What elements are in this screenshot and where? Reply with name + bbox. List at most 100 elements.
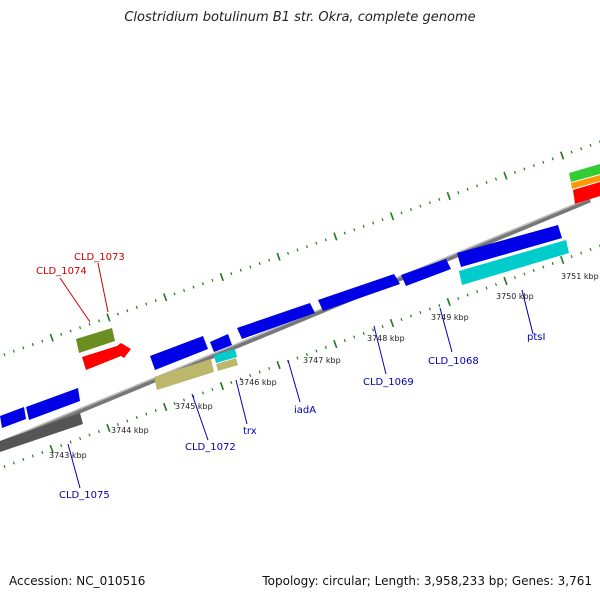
minor-tick [3, 465, 6, 468]
cds-blue[interactable] [0, 407, 26, 428]
minor-tick [88, 322, 91, 326]
cds-blue[interactable] [237, 303, 315, 339]
cds-green[interactable] [569, 164, 600, 182]
minor-tick [324, 238, 327, 242]
major-tick [219, 381, 225, 391]
minor-tick [485, 286, 488, 290]
minor-tick [589, 248, 592, 251]
minor-tick [135, 305, 138, 309]
minor-tick [211, 278, 214, 282]
minor-tick [476, 184, 479, 188]
minor-tick [79, 326, 82, 330]
minor-tick [570, 150, 573, 154]
major-tick [389, 212, 395, 221]
minor-tick [287, 251, 290, 255]
major-tick [163, 293, 168, 302]
cds-blue[interactable] [150, 336, 208, 370]
minor-tick [457, 296, 460, 301]
minor-tick [409, 208, 412, 211]
cds-khaki[interactable] [154, 359, 214, 390]
minor-tick [362, 331, 365, 336]
minor-tick [315, 349, 318, 353]
minor-tick [343, 231, 346, 235]
minor-tick [315, 241, 318, 245]
cds-red[interactable] [82, 343, 131, 370]
minor-tick [580, 251, 583, 255]
cds-blue[interactable] [210, 334, 232, 352]
minor-tick [428, 201, 431, 205]
major-tick [276, 252, 281, 261]
gene-label-trx[interactable]: trx [243, 426, 257, 437]
minor-tick [135, 415, 138, 420]
kbp-label: 3744 kbp [111, 426, 149, 435]
gene-label-cld-1074[interactable]: CLD_1074 [36, 266, 87, 277]
minor-tick [305, 245, 308, 249]
cds-blue[interactable] [401, 259, 451, 286]
minor-tick [154, 299, 157, 303]
minor-tick [239, 268, 242, 272]
genome-backbone [0, 197, 591, 447]
minor-tick [116, 312, 119, 316]
gene-label-iada[interactable]: iadA [294, 405, 316, 416]
minor-tick [69, 440, 72, 444]
cds-cyan[interactable] [214, 349, 237, 363]
minor-tick [211, 387, 214, 392]
minor-tick [494, 177, 498, 181]
minor-tick [381, 218, 384, 222]
minor-tick [154, 408, 157, 413]
minor-tick [41, 450, 44, 455]
minor-tick [466, 293, 469, 297]
minor-tick [438, 303, 441, 308]
kbp-label: 3746 kbp [239, 378, 277, 387]
gene-label-leaders [59, 262, 534, 489]
cds-blue[interactable] [318, 274, 400, 311]
major-tick [333, 339, 338, 349]
cds-red[interactable] [573, 182, 600, 204]
cds-gray[interactable] [0, 413, 83, 452]
major-tick [49, 333, 54, 342]
minor-tick [173, 401, 176, 406]
minor-tick [201, 391, 205, 395]
minor-tick [476, 289, 479, 294]
cds-blue[interactable] [26, 388, 80, 420]
gene-label-cld-1072[interactable]: CLD_1072 [185, 442, 236, 453]
cds-orange[interactable] [571, 175, 600, 189]
cds-khaki[interactable] [216, 358, 238, 371]
major-tick [503, 171, 508, 180]
minor-tick [466, 187, 469, 191]
minor-tick [69, 329, 72, 333]
major-tick [389, 318, 395, 328]
topology-text: Topology: circular; Length: 3,958,233 bp… [262, 574, 592, 588]
gene-label-cld-1068[interactable]: CLD_1068 [428, 356, 479, 367]
minor-tick [296, 356, 299, 360]
minor-tick [249, 265, 252, 269]
minor-tick [532, 268, 535, 273]
minor-tick [551, 157, 554, 161]
minor-tick [145, 302, 148, 306]
minor-tick [305, 353, 308, 356]
minor-tick [249, 373, 252, 378]
kbp-label: 3750 kbp [496, 292, 534, 301]
cds-blue[interactable] [457, 225, 562, 267]
minor-tick [551, 261, 554, 266]
forward-cds-track-2 [0, 240, 569, 452]
forward-cds-track [0, 225, 562, 428]
minor-tick [419, 310, 422, 315]
gene-label-cld-1075[interactable]: CLD_1075 [59, 490, 110, 501]
minor-tick [31, 454, 34, 458]
gene-label-ptsi[interactable]: ptsI [527, 332, 545, 343]
minor-tick [22, 458, 25, 461]
gene-label-cld-1069[interactable]: CLD_1069 [363, 377, 414, 388]
minor-tick [116, 422, 119, 427]
minor-tick [296, 248, 299, 252]
cds-cyan[interactable] [459, 240, 569, 285]
cds-olive[interactable] [76, 328, 115, 353]
minor-tick [523, 167, 526, 171]
minor-tick [494, 282, 498, 287]
minor-tick [428, 307, 431, 311]
gene-label-cld-1073[interactable]: CLD_1073 [74, 252, 125, 263]
minor-tick [88, 433, 91, 437]
minor-tick [268, 367, 271, 370]
minor-tick [485, 181, 488, 184]
major-tick [446, 297, 451, 307]
